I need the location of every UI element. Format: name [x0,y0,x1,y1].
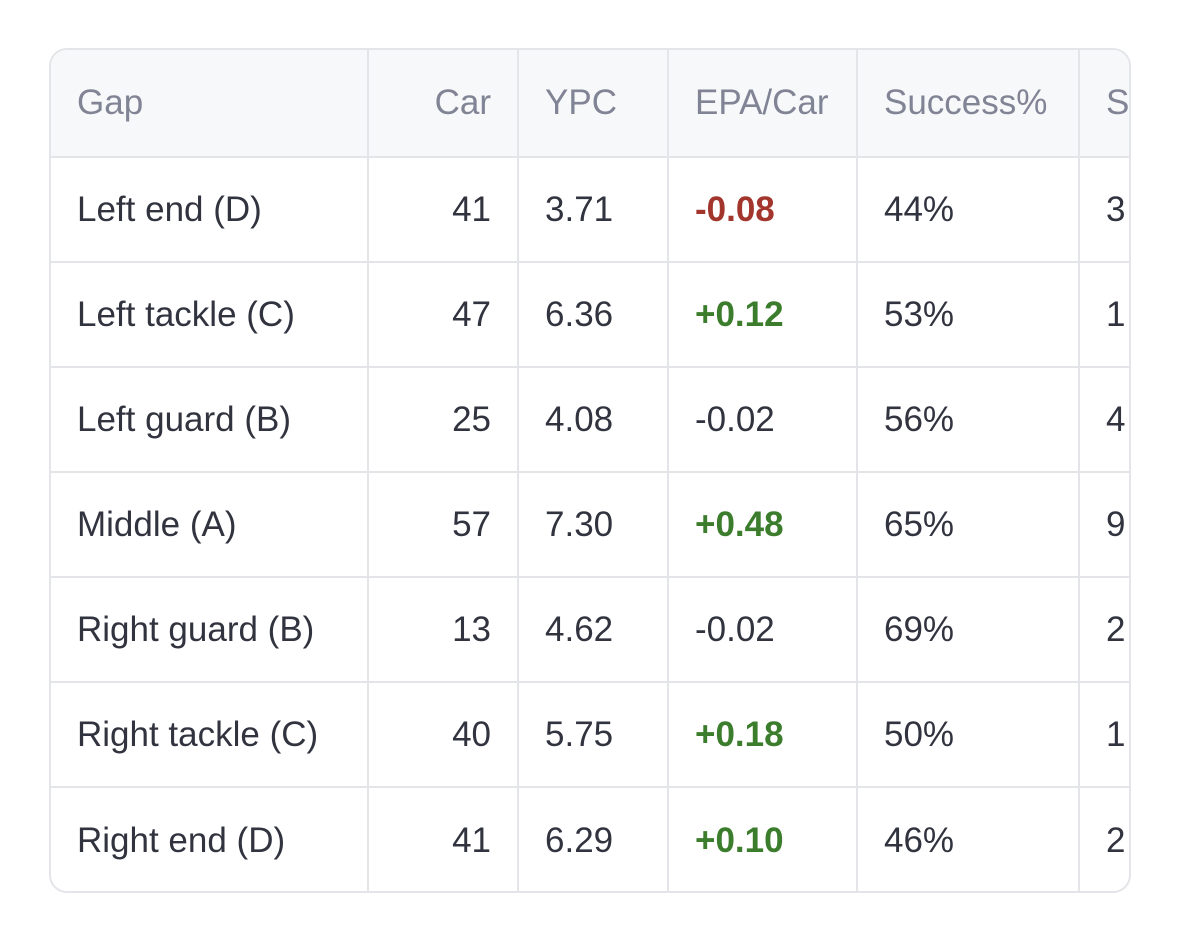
table-cell: 44% [858,158,1080,261]
column-header[interactable]: Car [369,50,519,156]
table-cell: Middle (A) [51,473,369,576]
table-cell: 2 [1106,609,1126,649]
table-cell: 40 [369,683,519,786]
table-cell: 53% [858,263,1080,366]
table-cell: Left end (D) [51,158,369,261]
table-cell: +0.10 [669,788,858,891]
table-cell: 46% [858,788,1080,891]
table-cell: 9 [1106,504,1126,544]
table-cell: Left tackle (C) [51,263,369,366]
table-row: Left guard (B) 25 4.08 -0.02 56% 4 [51,368,1129,473]
table-cell: +0.48 [669,473,858,576]
table-cell: 41 [369,158,519,261]
table-cell: 3.71 [519,158,669,261]
table-cell: Left guard (B) [51,368,369,471]
table-cell: 2 [1106,820,1126,860]
table-row: Left end (D) 41 3.71 -0.08 44% 3 [51,158,1129,263]
column-header[interactable]: EPA/Car [669,50,858,156]
table-cell: 7.30 [519,473,669,576]
table-cell: -0.02 [669,578,858,681]
table-cell: 25 [369,368,519,471]
table-cell: 6.36 [519,263,669,366]
column-header[interactable]: Success% [858,50,1080,156]
table-cell: 4.08 [519,368,669,471]
table-cell: +0.18 [669,683,858,786]
table-row: Middle (A) 57 7.30 +0.48 65% 9 [51,473,1129,578]
table-cell: +0.12 [669,263,858,366]
table-cell: 56% [858,368,1080,471]
table-cell: 5.75 [519,683,669,786]
table-cell: 4 [1106,399,1126,439]
table-cell: 1 [1106,294,1126,334]
table-cell: Right tackle (C) [51,683,369,786]
table-cell: 57 [369,473,519,576]
table-cell: -0.08 [669,158,858,261]
table-cell: 1 [1106,714,1126,754]
column-header[interactable]: St [1106,83,1130,122]
table-row: Right end (D) 41 6.29 +0.10 46% 2 [51,788,1129,891]
table-cell: 6.29 [519,788,669,891]
table-cell: 41 [369,788,519,891]
table-cell: 50% [858,683,1080,786]
table-cell: Right end (D) [51,788,369,891]
table-cell: 47 [369,263,519,366]
table-cell: 69% [858,578,1080,681]
column-header[interactable]: Gap [51,50,369,156]
column-header[interactable]: YPC [519,50,669,156]
table-row: Right tackle (C) 40 5.75 +0.18 50% 1 [51,683,1129,788]
table-cell: 3 [1106,189,1126,229]
table-cell: 13 [369,578,519,681]
table-cell: 65% [858,473,1080,576]
table-row: Right guard (B) 13 4.62 -0.02 69% 2 [51,578,1129,683]
table-cell: 4.62 [519,578,669,681]
table-cell: -0.02 [669,368,858,471]
table-row: Left tackle (C) 47 6.36 +0.12 53% 1 [51,263,1129,368]
table-cell: Right guard (B) [51,578,369,681]
